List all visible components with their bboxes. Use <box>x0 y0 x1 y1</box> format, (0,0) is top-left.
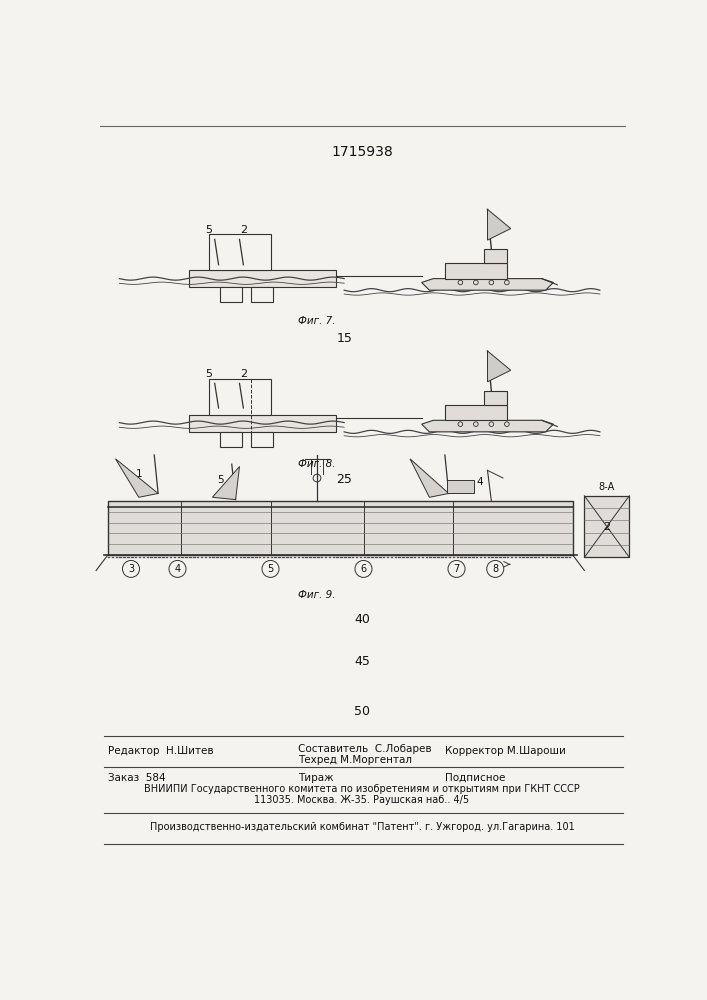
Text: 4: 4 <box>477 477 483 487</box>
Text: Подписное: Подписное <box>445 773 506 783</box>
Text: 5: 5 <box>217 475 223 485</box>
Text: 6: 6 <box>361 564 366 574</box>
Circle shape <box>122 560 139 577</box>
Polygon shape <box>488 209 510 240</box>
Text: Тираж: Тираж <box>298 773 333 783</box>
Bar <box>189 270 337 287</box>
Polygon shape <box>115 459 158 497</box>
Text: 8: 8 <box>492 564 498 574</box>
Text: Составитель  С.Лобарев: Составитель С.Лобарев <box>298 744 431 754</box>
Bar <box>445 405 507 420</box>
Text: Фиг. 9.: Фиг. 9. <box>298 590 336 600</box>
Text: Редактор  Н.Шитев: Редактор Н.Шитев <box>107 746 214 756</box>
Polygon shape <box>410 459 449 497</box>
Bar <box>209 234 271 270</box>
Text: 8-А: 8-А <box>599 482 615 492</box>
Text: 2: 2 <box>240 225 247 235</box>
Text: 50: 50 <box>354 705 370 718</box>
Text: Фиг. 7.: Фиг. 7. <box>298 316 336 326</box>
Circle shape <box>169 560 186 577</box>
Polygon shape <box>421 420 554 432</box>
Text: ВНИИПИ Государственного комитета по изобретениям и открытиям при ГКНТ СССР: ВНИИПИ Государственного комитета по изоб… <box>144 784 580 794</box>
Bar <box>484 249 507 263</box>
Text: 45: 45 <box>354 655 370 668</box>
Text: 2: 2 <box>603 522 610 532</box>
Text: Фиг. 8.: Фиг. 8. <box>298 459 336 469</box>
Bar <box>107 501 573 555</box>
Text: 15: 15 <box>337 332 352 345</box>
Text: Техред М.Моргентал: Техред М.Моргентал <box>298 755 411 765</box>
Text: 25: 25 <box>337 473 352 486</box>
Bar <box>484 391 507 405</box>
Text: 1715938: 1715938 <box>331 145 393 159</box>
Text: 40: 40 <box>354 613 370 626</box>
Bar <box>251 287 273 302</box>
Polygon shape <box>488 351 510 382</box>
Circle shape <box>448 560 465 577</box>
Bar <box>189 415 337 432</box>
Text: 7: 7 <box>453 564 460 574</box>
Bar <box>220 432 242 447</box>
Circle shape <box>355 560 372 577</box>
Text: 5: 5 <box>267 564 274 574</box>
Bar <box>445 263 507 279</box>
Polygon shape <box>212 466 240 500</box>
Text: 5: 5 <box>205 225 212 235</box>
Text: 2: 2 <box>240 369 247 379</box>
Bar <box>251 432 273 447</box>
Text: 3: 3 <box>128 564 134 574</box>
Bar <box>585 496 629 557</box>
Polygon shape <box>421 279 554 290</box>
Text: Производственно-издательский комбинат "Патент". г. Ужгород. ул.Гагарина. 101: Производственно-издательский комбинат "П… <box>150 822 574 832</box>
Bar <box>209 379 271 415</box>
Text: 1: 1 <box>136 469 142 479</box>
Bar <box>448 480 474 493</box>
Text: 113035. Москва. Ж-35. Раушская наб.. 4/5: 113035. Москва. Ж-35. Раушская наб.. 4/5 <box>255 795 469 805</box>
Text: Заказ  584: Заказ 584 <box>107 773 165 783</box>
Text: Корректор М.Шароши: Корректор М.Шароши <box>445 746 566 756</box>
Circle shape <box>262 560 279 577</box>
Text: 5: 5 <box>205 369 212 379</box>
Text: 4: 4 <box>175 564 180 574</box>
Circle shape <box>486 560 504 577</box>
Bar <box>220 287 242 302</box>
